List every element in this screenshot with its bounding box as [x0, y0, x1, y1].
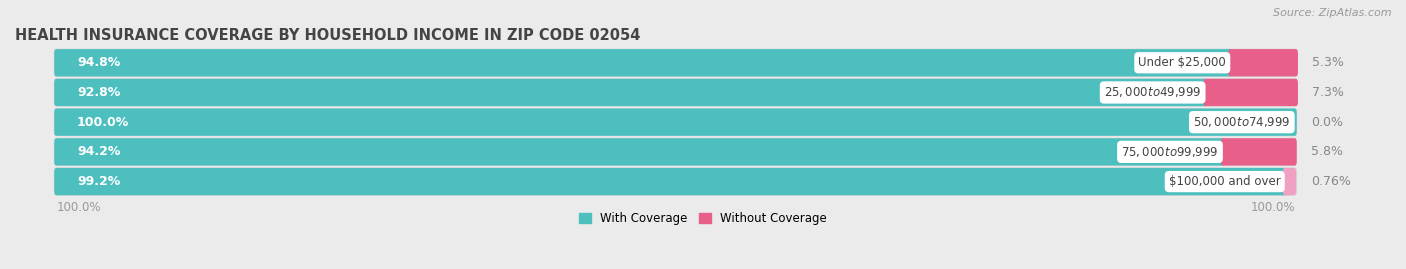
- FancyBboxPatch shape: [55, 49, 1232, 76]
- FancyBboxPatch shape: [55, 138, 1296, 165]
- Text: $50,000 to $74,999: $50,000 to $74,999: [1194, 115, 1291, 129]
- Text: HEALTH INSURANCE COVERAGE BY HOUSEHOLD INCOME IN ZIP CODE 02054: HEALTH INSURANCE COVERAGE BY HOUSEHOLD I…: [15, 29, 640, 44]
- Text: 99.2%: 99.2%: [77, 175, 120, 188]
- Text: 100.0%: 100.0%: [1250, 201, 1295, 214]
- Text: 94.8%: 94.8%: [77, 56, 120, 69]
- FancyBboxPatch shape: [1220, 138, 1296, 165]
- FancyBboxPatch shape: [1282, 168, 1296, 195]
- FancyBboxPatch shape: [55, 168, 1296, 195]
- FancyBboxPatch shape: [55, 108, 1296, 136]
- Text: 100.0%: 100.0%: [56, 201, 101, 214]
- Text: 0.0%: 0.0%: [1312, 116, 1343, 129]
- Text: $75,000 to $99,999: $75,000 to $99,999: [1121, 145, 1219, 159]
- Text: Under $25,000: Under $25,000: [1139, 56, 1226, 69]
- Text: 5.8%: 5.8%: [1312, 145, 1343, 158]
- FancyBboxPatch shape: [55, 49, 1296, 76]
- Text: $25,000 to $49,999: $25,000 to $49,999: [1104, 86, 1201, 100]
- FancyBboxPatch shape: [1204, 79, 1298, 106]
- FancyBboxPatch shape: [55, 79, 1208, 106]
- Text: 100.0%: 100.0%: [77, 116, 129, 129]
- FancyBboxPatch shape: [1229, 49, 1298, 76]
- Legend: With Coverage, Without Coverage: With Coverage, Without Coverage: [574, 207, 832, 230]
- Text: $100,000 and over: $100,000 and over: [1168, 175, 1281, 188]
- Text: 94.2%: 94.2%: [77, 145, 121, 158]
- Text: 7.3%: 7.3%: [1312, 86, 1344, 99]
- Text: 5.3%: 5.3%: [1312, 56, 1344, 69]
- Text: 92.8%: 92.8%: [77, 86, 120, 99]
- Text: 0.76%: 0.76%: [1310, 175, 1351, 188]
- FancyBboxPatch shape: [55, 168, 1286, 195]
- FancyBboxPatch shape: [55, 108, 1296, 136]
- FancyBboxPatch shape: [55, 79, 1296, 106]
- FancyBboxPatch shape: [55, 138, 1225, 165]
- Text: Source: ZipAtlas.com: Source: ZipAtlas.com: [1274, 8, 1392, 18]
